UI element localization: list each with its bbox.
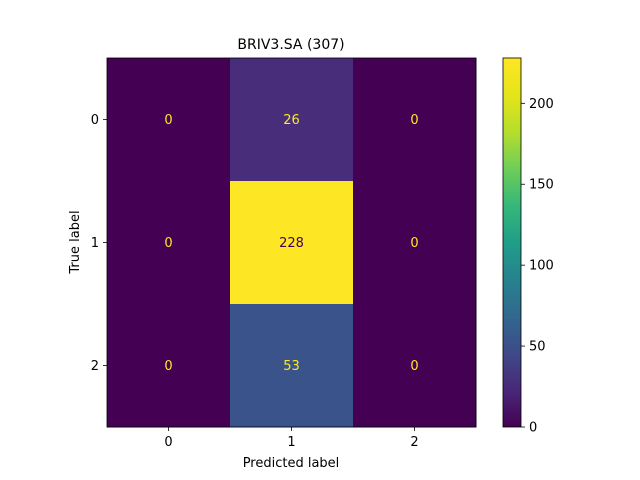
y-axis-label: True label: [68, 210, 83, 274]
heatmap-cell: [107, 181, 231, 305]
cell-value-label: 26: [283, 113, 300, 128]
colorbar-tick-label: 200: [529, 97, 554, 112]
cell-value-label: 0: [410, 113, 418, 128]
heatmap-cell: [107, 58, 231, 182]
y-axis-ticks: 0 1 2: [91, 113, 107, 374]
cell-value-label: 0: [410, 359, 418, 374]
heatmap-cell: [353, 304, 477, 428]
cell-value-label: 0: [410, 236, 418, 251]
heatmap-cell: [230, 58, 354, 182]
x-axis-label: Predicted label: [243, 456, 340, 471]
heatmap-cell: [353, 181, 477, 305]
cell-value-label: 53: [283, 359, 300, 374]
x-tick-label: 2: [410, 435, 418, 450]
cell-value-label: 0: [164, 236, 172, 251]
heatmap-cell: [107, 304, 231, 428]
cell-value-label: 228: [279, 236, 304, 251]
y-tick-label: 2: [91, 359, 99, 374]
heatmap-cell: [230, 181, 354, 305]
heatmap-cells: [107, 58, 477, 428]
cell-value-label: 0: [164, 113, 172, 128]
colorbar-tick-label: 0: [529, 421, 537, 436]
x-tick-label: 0: [164, 435, 172, 450]
x-tick-label: 1: [287, 435, 295, 450]
y-tick-label: 0: [91, 113, 99, 128]
y-tick-label: 1: [91, 236, 99, 251]
colorbar: [502, 57, 522, 428]
x-axis-ticks: 0 1 2: [164, 427, 419, 450]
chart-title: BRIV3.SA (307): [237, 37, 344, 53]
cell-value-labels: 0 26 0 0 228 0 0 53 0: [164, 113, 418, 374]
colorbar-ticks: 0 50 100 150 200: [521, 97, 554, 436]
heatmap-cell: [353, 58, 477, 182]
colorbar-tick-label: 50: [529, 340, 546, 355]
colorbar-tick-label: 100: [529, 259, 554, 274]
colorbar-tick-label: 150: [529, 178, 554, 193]
heatmap-cell: [230, 304, 354, 428]
cell-value-label: 0: [164, 359, 172, 374]
